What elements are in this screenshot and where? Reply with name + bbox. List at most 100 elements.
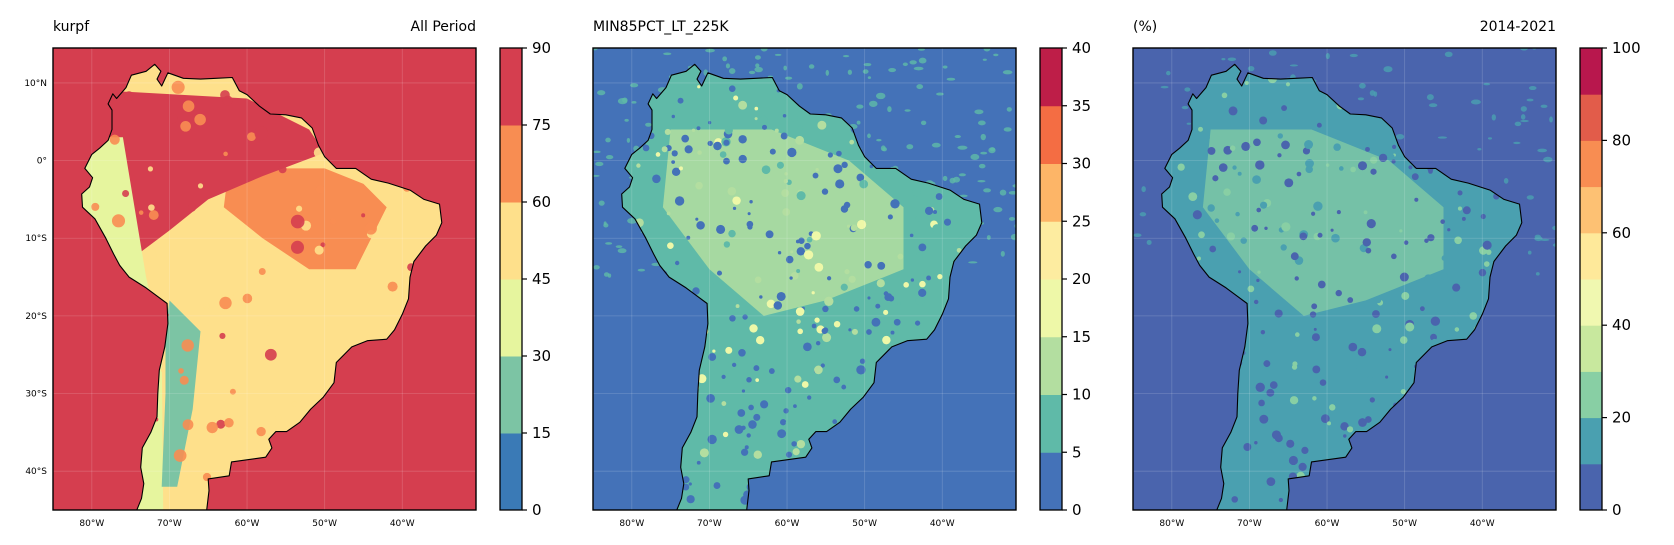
noise-patch: [1447, 228, 1451, 232]
noise-patch: [1387, 153, 1395, 161]
noise-patch: [1349, 53, 1358, 58]
noise-patch: [1289, 64, 1298, 67]
noise-patch: [1552, 243, 1556, 248]
noise-patch: [187, 203, 197, 212]
noise-patch: [795, 307, 805, 316]
noise-patch: [1313, 327, 1317, 331]
noise-patch: [707, 434, 717, 445]
noise-patch: [124, 91, 135, 102]
noise-patch: [724, 126, 733, 135]
noise-patch: [1457, 190, 1463, 196]
noise-patch: [782, 208, 791, 216]
noise-patch: [1281, 105, 1288, 112]
noise-patch: [1289, 419, 1297, 427]
noise-patch: [1257, 270, 1261, 274]
noise-patch: [815, 167, 819, 172]
noise-patch: [835, 179, 845, 189]
noise-patch: [1483, 82, 1491, 86]
noise-patch: [1391, 159, 1396, 164]
lon-tick-label: 80°W: [79, 519, 104, 529]
noise-patch: [1537, 148, 1548, 153]
noise-patch: [1214, 218, 1220, 223]
colorbar-swatch: [500, 125, 522, 203]
noise-patch: [918, 243, 927, 252]
noise-patch: [605, 137, 611, 143]
noise-patch: [1346, 426, 1354, 433]
noise-patch: [785, 420, 791, 426]
noise-patch: [1139, 212, 1147, 217]
noise-patch: [696, 460, 701, 465]
noise-patch: [111, 214, 126, 228]
noise-patch: [1192, 169, 1198, 175]
noise-patch: [1408, 165, 1413, 170]
noise-patch: [664, 128, 671, 135]
coastline: [1161, 63, 1523, 510]
noise-patch: [723, 241, 731, 248]
noise-patch: [1253, 299, 1259, 305]
noise-patch: [1414, 197, 1419, 202]
colorbar-tick-label: 100: [1612, 39, 1641, 57]
colorbar-swatch: [1580, 417, 1602, 465]
noise-patch: [1231, 496, 1239, 503]
noise-patch: [278, 165, 287, 174]
noise-patch: [890, 330, 895, 335]
noise-patch: [1359, 83, 1366, 89]
noise-patch: [682, 476, 690, 484]
noise-patch: [290, 240, 305, 254]
colorbar-tick-label: 90: [532, 39, 551, 57]
noise-patch: [1357, 97, 1365, 101]
noise-patch: [1226, 232, 1236, 241]
noise-patch: [1141, 186, 1146, 193]
noise-patch: [795, 135, 805, 145]
noise-patch: [1375, 297, 1382, 304]
noise-patch: [867, 133, 871, 139]
noise-patch: [978, 163, 986, 169]
noise-patch: [785, 451, 793, 458]
noise-patch: [1470, 99, 1481, 105]
noise-patch: [843, 201, 851, 209]
noise-patch: [754, 55, 761, 60]
colorbar-swatch: [1040, 394, 1062, 453]
noise-patch: [1526, 195, 1534, 200]
noise-patch: [1288, 455, 1298, 466]
noise-patch: [264, 348, 277, 361]
noise-patch: [593, 174, 600, 177]
noise-patch: [1198, 126, 1203, 132]
noise-patch: [974, 109, 984, 115]
noise-patch: [1444, 51, 1453, 58]
noise-patch: [1205, 123, 1213, 130]
noise-patch: [1281, 140, 1290, 150]
noise-patch: [147, 166, 154, 172]
noise-patch: [1482, 240, 1492, 250]
colorbar-swatch: [1580, 463, 1602, 511]
noise-patch: [814, 365, 823, 375]
noise-patch: [760, 400, 769, 409]
noise-patch: [783, 65, 787, 71]
panel-title-right: 2014-2021: [1480, 19, 1556, 35]
lon-tick-label: 70°W: [1237, 519, 1262, 529]
noise-patch: [931, 142, 941, 148]
noise-patch: [1271, 430, 1282, 440]
noise-patch: [179, 375, 189, 385]
noise-patch: [1317, 280, 1326, 289]
noise-patch: [1146, 239, 1152, 245]
noise-patch: [993, 53, 999, 57]
noise-patch: [692, 287, 700, 295]
noise-patch: [812, 172, 819, 179]
noise-patch: [755, 378, 759, 382]
lon-tick-label: 70°W: [697, 519, 722, 529]
noise-patch: [738, 135, 747, 144]
noise-patch: [792, 448, 800, 456]
noise-patch: [847, 69, 852, 75]
noise-patch: [1227, 57, 1237, 61]
noise-patch: [1462, 206, 1471, 215]
noise-patch: [1527, 250, 1532, 255]
noise-patch: [1428, 103, 1438, 108]
noise-patch: [915, 296, 925, 306]
colorbar-swatch: [1580, 279, 1602, 326]
noise-patch: [1311, 211, 1316, 216]
noise-patch: [1264, 226, 1268, 230]
noise-patch: [1391, 253, 1397, 260]
noise-patch: [1351, 343, 1357, 349]
